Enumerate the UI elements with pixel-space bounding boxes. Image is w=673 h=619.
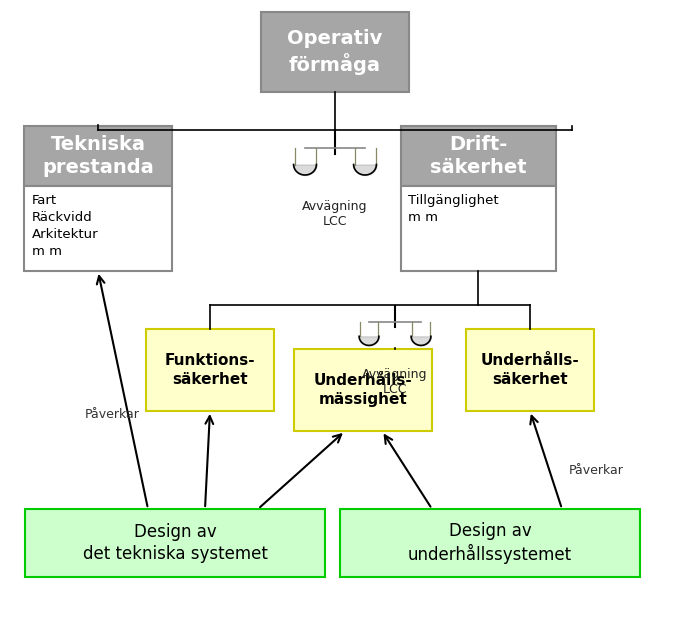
Text: Påverkar: Påverkar bbox=[85, 409, 139, 422]
Bar bbox=[25, 509, 325, 577]
Text: Tillgänglighet
m m: Tillgänglighet m m bbox=[409, 194, 499, 225]
Bar bbox=[340, 509, 640, 577]
Bar bbox=[400, 186, 555, 271]
Text: Fart
Räckvidd
Arkitektur
m m: Fart Räckvidd Arkitektur m m bbox=[32, 194, 99, 258]
Bar bbox=[400, 126, 555, 186]
Bar bbox=[24, 186, 172, 271]
Text: Påverkar: Påverkar bbox=[569, 464, 623, 477]
Text: Avvägning
LCC: Avvägning LCC bbox=[362, 368, 428, 396]
Bar bbox=[146, 329, 274, 411]
Bar bbox=[294, 349, 432, 431]
Text: Drift-
säkerhet: Drift- säkerhet bbox=[429, 135, 526, 177]
Text: Underhålls-
mässighet: Underhålls- mässighet bbox=[314, 373, 413, 407]
Text: Funktions-
säkerhet: Funktions- säkerhet bbox=[165, 353, 255, 387]
Text: Avvägning
LCC: Avvägning LCC bbox=[302, 200, 367, 228]
Text: Underhålls-
säkerhet: Underhålls- säkerhet bbox=[481, 353, 579, 387]
Text: Tekniska
prestanda: Tekniska prestanda bbox=[42, 135, 154, 177]
Text: Design av
det tekniska systemet: Design av det tekniska systemet bbox=[83, 523, 267, 563]
Bar bbox=[261, 12, 409, 92]
Bar bbox=[466, 329, 594, 411]
Bar bbox=[24, 126, 172, 186]
Text: Design av
underhållssystemet: Design av underhållssystemet bbox=[408, 522, 572, 565]
Text: Operativ
förmåga: Operativ förmåga bbox=[287, 29, 383, 75]
